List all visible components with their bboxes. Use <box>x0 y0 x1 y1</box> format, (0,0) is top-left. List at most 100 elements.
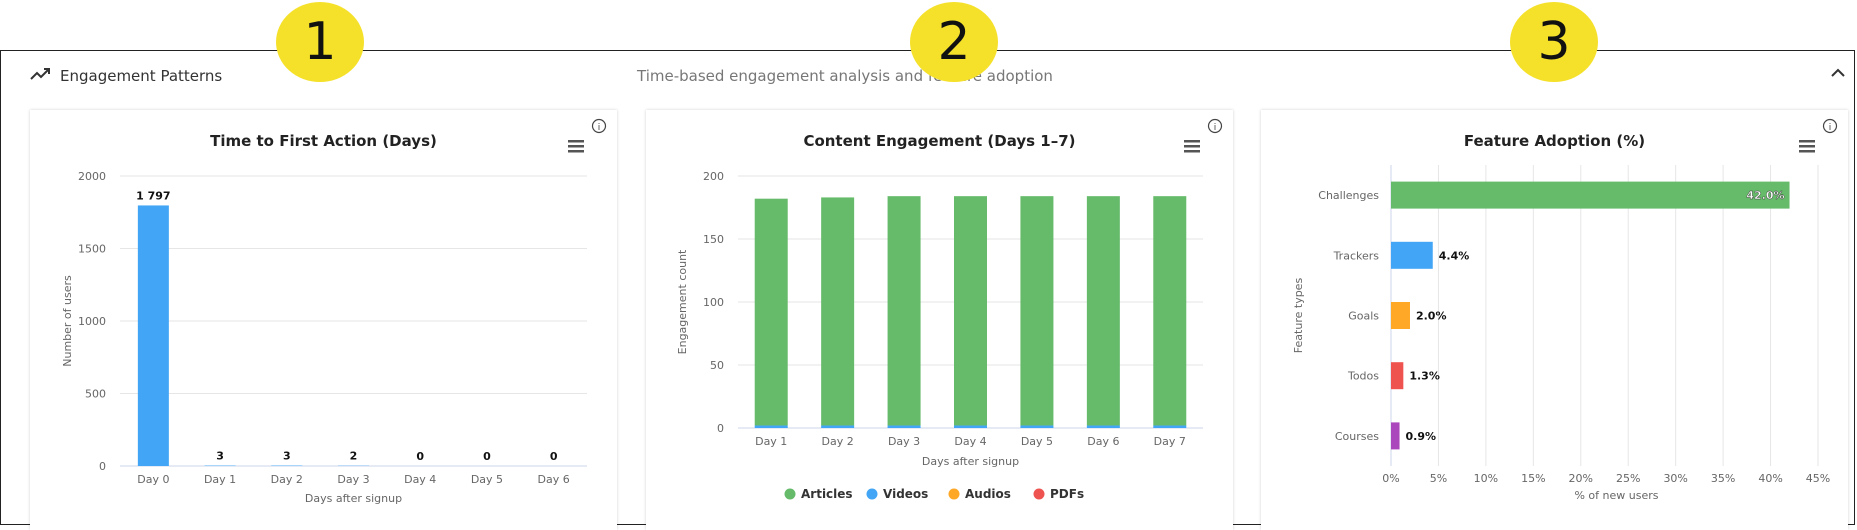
hamburger-menu-icon[interactable] <box>1184 140 1200 153</box>
data-label: 42.0% <box>1746 189 1784 202</box>
bar-segment-videos <box>1087 425 1120 428</box>
x-tick-label: Day 3 <box>337 473 369 486</box>
x-tick-label: Day 1 <box>755 435 787 448</box>
bar-segment-articles <box>1153 196 1186 425</box>
x-tick-label: Day 6 <box>1087 435 1119 448</box>
x-tick-label: Day 5 <box>1021 435 1053 448</box>
data-label: 1 797 <box>136 189 170 202</box>
section-title: Engagement Patterns <box>60 67 222 85</box>
x-tick-label: 35% <box>1711 472 1735 485</box>
bar-segment-articles <box>1087 196 1120 425</box>
y-tick-label: 100 <box>703 296 724 309</box>
info-icon[interactable]: i <box>593 120 606 134</box>
x-tick-label: Day 3 <box>888 435 920 448</box>
legend-marker-audios[interactable] <box>949 489 960 500</box>
svg-text:i: i <box>1829 123 1832 133</box>
bar <box>1391 362 1403 389</box>
legend-marker-articles[interactable] <box>785 489 796 500</box>
bar-segment-videos <box>755 425 788 428</box>
time-to-first-action-chart: Time to First Action (Days) i 0 500 1000 1500… <box>30 110 617 530</box>
x-tick-label: 30% <box>1663 472 1687 485</box>
annotation-marker-1: 1 <box>276 2 364 82</box>
bar-segment-articles <box>821 197 854 425</box>
x-tick-label: 40% <box>1758 472 1782 485</box>
x-tick-label: 25% <box>1616 472 1640 485</box>
data-label: 1.3% <box>1409 370 1440 383</box>
bar <box>1391 422 1400 449</box>
x-tick-label: Day 4 <box>404 473 436 486</box>
x-tick-label: 10% <box>1474 472 1498 485</box>
info-icon[interactable]: i <box>1209 120 1222 134</box>
y-tick-label: 1500 <box>78 243 106 256</box>
y-tick-label: 500 <box>85 388 106 401</box>
chart-title: Feature Adoption (%) <box>1464 132 1645 150</box>
bar <box>138 205 169 466</box>
x-tick-label: Day 2 <box>822 435 854 448</box>
x-tick-label: 15% <box>1521 472 1545 485</box>
y-tick-label: 0 <box>99 460 106 473</box>
y-axis-label: Engagement count <box>676 249 689 354</box>
y-tick-label: 200 <box>703 170 724 183</box>
x-tick-label: Day 0 <box>137 473 169 486</box>
x-tick-label: Day 4 <box>954 435 986 448</box>
bar-segment-articles <box>1020 196 1053 425</box>
bar-segment-articles <box>954 196 987 425</box>
legend-label[interactable]: Videos <box>883 487 928 501</box>
bar-segment-videos <box>1153 425 1186 428</box>
bar <box>1391 242 1433 269</box>
hamburger-menu-icon[interactable] <box>1799 140 1815 153</box>
bar-segment-articles <box>755 199 788 426</box>
x-axis-label: Days after signup <box>922 455 1019 468</box>
bar <box>1391 182 1790 209</box>
chart-title: Time to First Action (Days) <box>210 132 437 150</box>
y-tick-label: 150 <box>703 233 724 246</box>
x-axis-label: % of new users <box>1574 489 1658 502</box>
bar-segment-articles <box>888 196 921 425</box>
svg-text:i: i <box>598 123 601 133</box>
y-axis-label: Number of users <box>61 275 74 367</box>
svg-text:i: i <box>1214 123 1217 133</box>
data-label: 3 <box>283 450 291 463</box>
y-tick-label: 50 <box>710 359 724 372</box>
x-tick-label: 0% <box>1382 472 1399 485</box>
y-tick-label: 1000 <box>78 315 106 328</box>
legend-label[interactable]: PDFs <box>1050 487 1084 501</box>
y-tick-label: Goals <box>1348 310 1379 323</box>
info-icon[interactable]: i <box>1824 120 1837 134</box>
x-tick-label: 20% <box>1569 472 1593 485</box>
x-tick-label: Day 1 <box>204 473 236 486</box>
trending-up-icon <box>30 66 52 82</box>
bar-segment-videos <box>1020 425 1053 428</box>
feature-adoption-chart: Feature Adoption (%) i 0% 5% 10% 15% 20% 25% 30%… <box>1261 110 1848 530</box>
feature-adoption-card: Feature Adoption (%) i 0% 5% 10% 15% 20% 25% 30%… <box>1261 110 1848 530</box>
legend-marker-pdfs[interactable] <box>1034 489 1045 500</box>
bar <box>1391 302 1410 329</box>
x-tick-label: Day 7 <box>1154 435 1186 448</box>
bar-segment-videos <box>888 425 921 428</box>
annotation-marker-3: 3 <box>1510 2 1598 82</box>
data-label: 0 <box>550 450 558 463</box>
x-tick-label: Day 2 <box>271 473 303 486</box>
data-label: 0 <box>416 450 424 463</box>
y-tick-label: Courses <box>1335 430 1379 443</box>
hamburger-menu-icon[interactable] <box>568 140 584 153</box>
data-label: 3 <box>216 450 224 463</box>
y-tick-label: 2000 <box>78 170 106 183</box>
data-label: 4.4% <box>1439 249 1470 262</box>
data-label: 2.0% <box>1416 310 1447 323</box>
y-tick-label: Trackers <box>1333 249 1380 262</box>
legend-marker-videos[interactable] <box>867 489 878 500</box>
x-tick-label: Day 6 <box>538 473 570 486</box>
annotation-marker-2: 2 <box>910 2 998 82</box>
x-tick-label: Day 5 <box>471 473 503 486</box>
legend-label[interactable]: Articles <box>801 487 853 501</box>
y-axis-label: Feature types <box>1292 278 1305 354</box>
section-subtitle: Time-based engagement analysis and featu… <box>637 67 1053 85</box>
bar-segment-videos <box>821 425 854 428</box>
chevron-up-icon[interactable] <box>1830 66 1846 80</box>
x-tick-label: 5% <box>1430 472 1447 485</box>
content-engagement-chart: Content Engagement (Days 1–7)i0501001502… <box>646 110 1233 530</box>
y-tick-label: Todos <box>1347 370 1379 383</box>
legend-label[interactable]: Audios <box>965 487 1011 501</box>
data-label: 2 <box>350 450 358 463</box>
